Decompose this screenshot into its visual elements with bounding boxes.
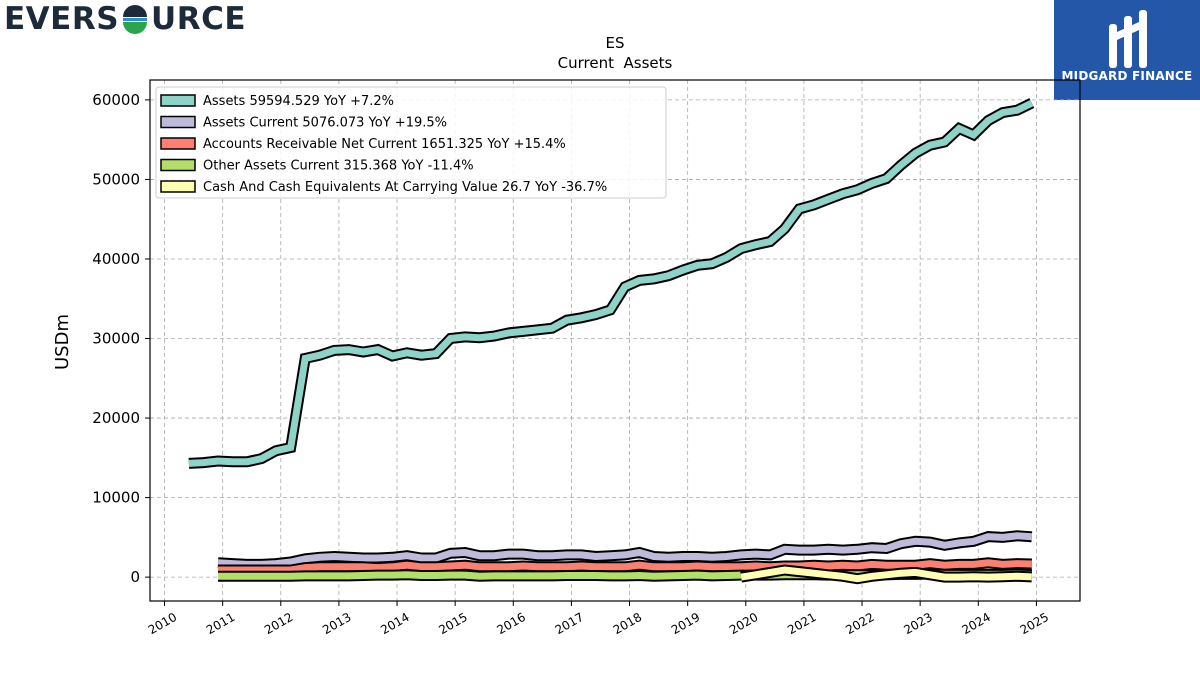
series-line-2: [218, 557, 1032, 576]
y-tick-label: 30000: [92, 330, 140, 348]
legend: Assets 59594.529 YoY +7.2% Assets Current…: [155, 86, 667, 199]
x-tick-label: 2012: [262, 610, 295, 637]
series-stroke: [217, 532, 1033, 568]
y-tick-label: 0: [130, 568, 140, 586]
x-tick-label: 2021: [785, 610, 818, 637]
x-axis: 2010 2011 2012 2013 2014 2015 2016 2017 2018 2019…: [146, 601, 1051, 637]
y-tick-label: 10000: [92, 489, 140, 507]
legend-item: Cash And Cash Equivalents At Carrying Va…: [160, 180, 607, 195]
legend-item: Assets 59594.529 YoY +7.2%: [160, 94, 394, 109]
x-tick-label: 2020: [727, 610, 760, 637]
x-tick-label: 2016: [495, 610, 528, 637]
x-tick-label: 2019: [669, 610, 702, 637]
legend-label: Assets Current 5076.073 YoY +19.5%: [203, 116, 447, 131]
x-tick-label: 2015: [436, 610, 469, 637]
x-tick-label: 2025: [1018, 610, 1051, 637]
legend-swatch: [160, 158, 196, 172]
series-stroke: [218, 559, 1032, 574]
x-tick-label: 2010: [146, 610, 179, 637]
series-stroke: [740, 566, 1032, 583]
eversource-logo: EVERS URCE: [4, 1, 247, 37]
y-axis: 0 10000 20000 30000 40000 50000 60000: [92, 91, 150, 586]
x-tick-label: 2014: [378, 610, 411, 637]
y-tick-label: 60000: [92, 91, 140, 109]
series-stroke: [188, 99, 1034, 467]
legend-swatch: [160, 94, 196, 107]
legend-swatch: [160, 137, 196, 150]
x-tick-label: 2024: [960, 610, 993, 637]
legend-swatch: [160, 180, 196, 193]
series-lines: [188, 98, 1035, 585]
midgard-finance-mark-icon: [1109, 10, 1147, 68]
chart-subtitle: Current Assets: [558, 54, 673, 72]
legend-label: Accounts Receivable Net Current 1651.325…: [203, 137, 566, 152]
series-line-1: [217, 530, 1033, 570]
y-tick-label: 50000: [92, 170, 140, 188]
x-tick-label: 2018: [611, 610, 644, 637]
x-tick-label: 2013: [320, 610, 353, 637]
legend-item: Accounts Receivable Net Current 1651.325…: [160, 137, 566, 152]
eversource-logo-o-icon: [123, 5, 148, 34]
eversource-logo-text-right: URCE: [151, 1, 247, 37]
y-tick-label: 40000: [92, 250, 140, 268]
legend-swatch: [160, 115, 196, 129]
x-tick-label: 2023: [901, 610, 934, 637]
x-tick-label: 2022: [843, 610, 876, 637]
x-tick-label: 2011: [204, 610, 237, 637]
legend-item: Other Assets Current 315.368 YoY -11.4%: [160, 158, 474, 174]
legend-box: [155, 86, 667, 199]
eversource-logo-text-left: EVERS: [4, 1, 120, 37]
chart-title: ES: [606, 34, 625, 52]
legend-label: Other Assets Current 315.368 YoY -11.4%: [203, 159, 474, 174]
midgard-finance-brand-text: MIDGARD FINANCE: [1061, 69, 1193, 83]
y-axis-label: USDm: [52, 314, 73, 370]
legend-label: Assets 59594.529 YoY +7.2%: [203, 94, 394, 109]
series-line-0: [188, 98, 1035, 469]
legend-item: Assets Current 5076.073 YoY +19.5%: [160, 115, 447, 131]
plot-frame: [149, 79, 1081, 602]
midgard-finance-logo: MIDGARD FINANCE: [1054, 0, 1200, 100]
x-tick-label: 2017: [553, 610, 586, 637]
y-tick-label: 20000: [92, 409, 140, 427]
legend-label: Cash And Cash Equivalents At Carrying Va…: [203, 180, 607, 195]
series-line-4: [740, 564, 1033, 585]
